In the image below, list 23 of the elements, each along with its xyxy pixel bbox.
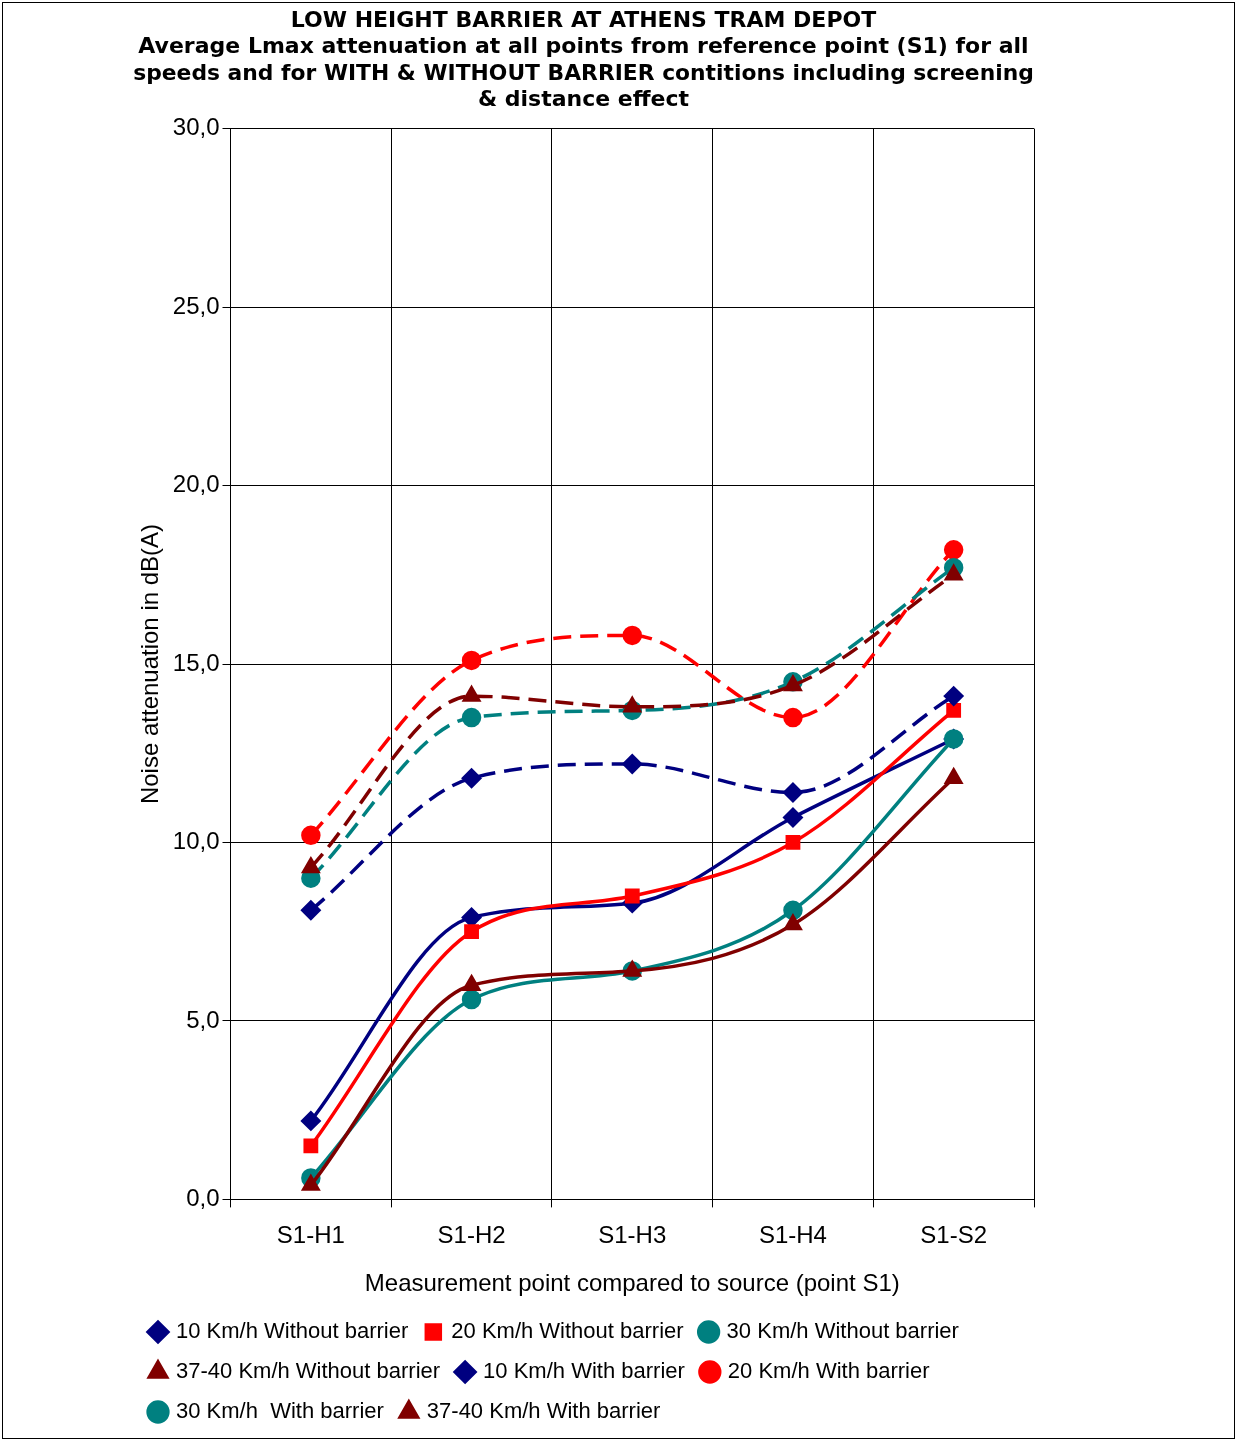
y-tick-label: 25,0 — [172, 291, 220, 319]
legend-label: 20 Km/h With barrier — [727, 1358, 930, 1384]
y-tick-label: 0,0 — [186, 1184, 220, 1212]
x-tick-label: S1-H3 — [598, 1221, 667, 1249]
legend-label: 37-40 Km/h Without barrier — [176, 1358, 441, 1384]
y-axis-title: Noise attenuation in dB(A) — [136, 523, 164, 805]
y-tick-label: 10,0 — [172, 827, 220, 855]
y-tick-label: 5,0 — [186, 1005, 220, 1033]
x-tick-label: S1-H2 — [437, 1221, 506, 1249]
y-tick-label: 30,0 — [172, 113, 220, 141]
legend-label: 37-40 Km/h With barrier — [426, 1398, 661, 1424]
y-tick-label: 15,0 — [172, 648, 220, 676]
x-tick-label: S1-H4 — [758, 1221, 827, 1249]
legend-label: 30 Km/h With barrier — [176, 1398, 384, 1424]
legend-label: 20 Km/h Without barrier — [451, 1318, 684, 1344]
legend-label: 30 Km/h Without barrier — [726, 1318, 959, 1344]
chart-title: LOW HEIGHT BARRIER AT ATHENS TRAM DEPOT Average Lmax attenuation at all points from reference point (S1) for all speeds and for WITH & WITHOUT BARRIER contitions including screening & distance effect — [133, 6, 1034, 112]
x-tick-label: S1-H1 — [276, 1221, 345, 1249]
x-tick-label: S1-S2 — [920, 1221, 987, 1249]
legend-label: 10 Km/h Without barrier — [176, 1318, 409, 1344]
y-tick-label: 20,0 — [172, 470, 220, 498]
x-axis-title: Measurement point compared to source (point S1) — [364, 1269, 900, 1297]
legend-label: 10 Km/h With barrier — [483, 1358, 685, 1384]
